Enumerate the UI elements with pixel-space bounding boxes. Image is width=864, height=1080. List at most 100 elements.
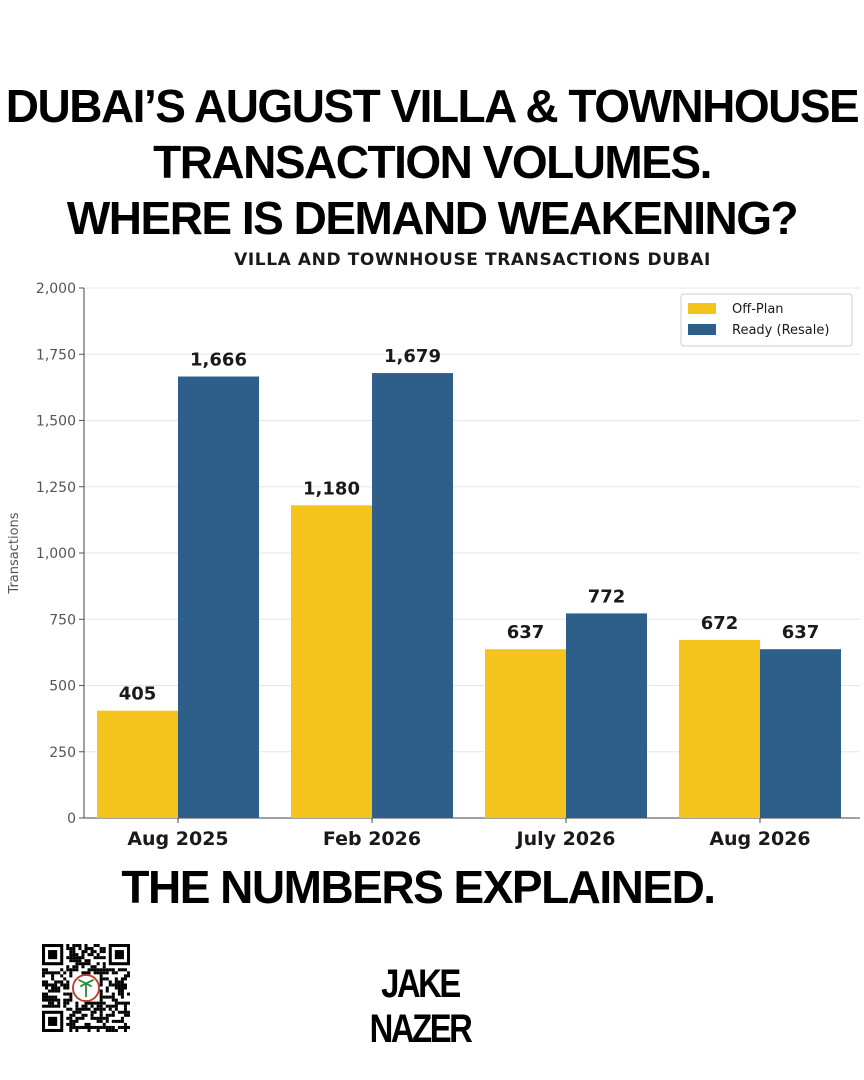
qr-module <box>75 965 79 969</box>
qr-module <box>66 1001 70 1005</box>
qr-module <box>72 965 76 969</box>
qr-module <box>93 1016 97 1020</box>
chart-title: VILLA AND TOWNHOUSE TRANSACTIONS DUBAI <box>234 250 711 270</box>
qr-module <box>87 1022 91 1026</box>
qr-module <box>75 1019 79 1023</box>
qr-module <box>114 971 118 975</box>
qr-module <box>84 1004 88 1008</box>
legend-swatch <box>688 303 716 314</box>
qr-module <box>69 1025 73 1029</box>
qr-module <box>96 968 100 972</box>
headline-line-2: TRANSACTION VOLUMES. <box>153 136 712 188</box>
qr-module <box>78 1016 82 1020</box>
qr-module <box>81 1025 85 1029</box>
qr-module <box>63 1001 67 1005</box>
bar-value-label: 1,666 <box>190 350 247 371</box>
qr-module <box>123 1022 127 1026</box>
qr-module <box>102 962 106 966</box>
qr-module <box>99 1001 103 1005</box>
qr-module <box>114 1001 118 1005</box>
qr-module <box>72 1010 76 1014</box>
qr-module <box>78 944 82 948</box>
qr-module <box>93 944 97 948</box>
qr-module <box>84 1001 88 1005</box>
qr-module <box>123 1028 127 1032</box>
qr-module <box>51 974 55 978</box>
qr-module <box>42 968 46 972</box>
qr-module <box>111 1025 115 1029</box>
qr-module <box>99 1004 103 1008</box>
qr-module <box>42 1004 46 1008</box>
qr-module <box>114 1028 118 1032</box>
qr-module <box>114 986 118 990</box>
qr-module <box>93 971 97 975</box>
bar-value-label: 672 <box>701 613 739 634</box>
qr-module <box>108 980 112 984</box>
qr-module <box>99 968 103 972</box>
qr-module <box>78 1025 82 1029</box>
qr-module <box>84 1007 88 1011</box>
qr-module <box>69 956 73 960</box>
qr-module <box>99 998 103 1002</box>
qr-finder <box>48 950 58 960</box>
qr-module <box>105 1019 109 1023</box>
qr-module <box>123 1007 127 1011</box>
qr-module <box>108 983 112 987</box>
y-axis-label: Transactions <box>7 512 22 594</box>
headline-line-1: DUBAI’S AUGUST VILLA & TOWNHOUSE <box>5 80 860 132</box>
qr-module <box>120 1019 124 1023</box>
bar-value-label: 1,180 <box>303 478 360 499</box>
qr-module <box>120 1001 124 1005</box>
qr-module <box>66 980 70 984</box>
qr-module <box>111 983 115 987</box>
qr-module <box>78 1010 82 1014</box>
x-tick-label: July 2026 <box>515 828 616 850</box>
qr-module <box>78 956 82 960</box>
qr-module <box>66 983 70 987</box>
qr-module <box>99 950 103 954</box>
qr-module <box>81 962 85 966</box>
qr-module <box>75 1028 79 1032</box>
qr-module <box>75 959 79 963</box>
y-tick-label: 250 <box>49 745 76 761</box>
qr-module <box>90 1013 94 1017</box>
qr-module <box>96 944 100 948</box>
qr-module <box>120 980 124 984</box>
qr-module <box>90 1016 94 1020</box>
legend-box <box>680 293 853 347</box>
qr-module <box>87 1028 91 1032</box>
qr-module <box>99 971 103 975</box>
qr-module <box>48 998 52 1002</box>
qr-module <box>126 1010 130 1014</box>
qr-module <box>120 968 124 972</box>
x-tick-label: Aug 2025 <box>127 828 228 850</box>
qr-module <box>84 1022 88 1026</box>
qr-code[interactable] <box>42 944 130 1032</box>
qr-module <box>120 989 124 993</box>
bar-value-label: 772 <box>588 586 626 607</box>
qr-module <box>105 986 109 990</box>
qr-module <box>42 971 46 975</box>
headline-line-3: WHERE IS DEMAND WEAKENING? <box>66 192 799 244</box>
qr-module <box>75 956 79 960</box>
qr-module <box>81 965 85 969</box>
qr-module <box>51 971 55 975</box>
qr-module <box>117 992 121 996</box>
qr-module <box>90 968 94 972</box>
qr-module <box>60 968 64 972</box>
qr-module <box>102 1025 106 1029</box>
qr-module <box>99 947 103 951</box>
qr-module <box>105 1028 109 1032</box>
qr-module <box>99 1016 103 1020</box>
y-tick-label: 1,750 <box>36 347 76 363</box>
qr-module <box>111 1013 115 1017</box>
brand-logo: JAKE NAZER <box>369 962 473 1051</box>
bar <box>372 373 453 818</box>
qr-module <box>123 974 127 978</box>
qr-module <box>66 947 70 951</box>
qr-module <box>120 986 124 990</box>
qr-finder <box>48 1016 58 1026</box>
x-tick-label: Feb 2026 <box>323 828 421 850</box>
qr-module <box>126 974 130 978</box>
qr-module <box>63 986 67 990</box>
